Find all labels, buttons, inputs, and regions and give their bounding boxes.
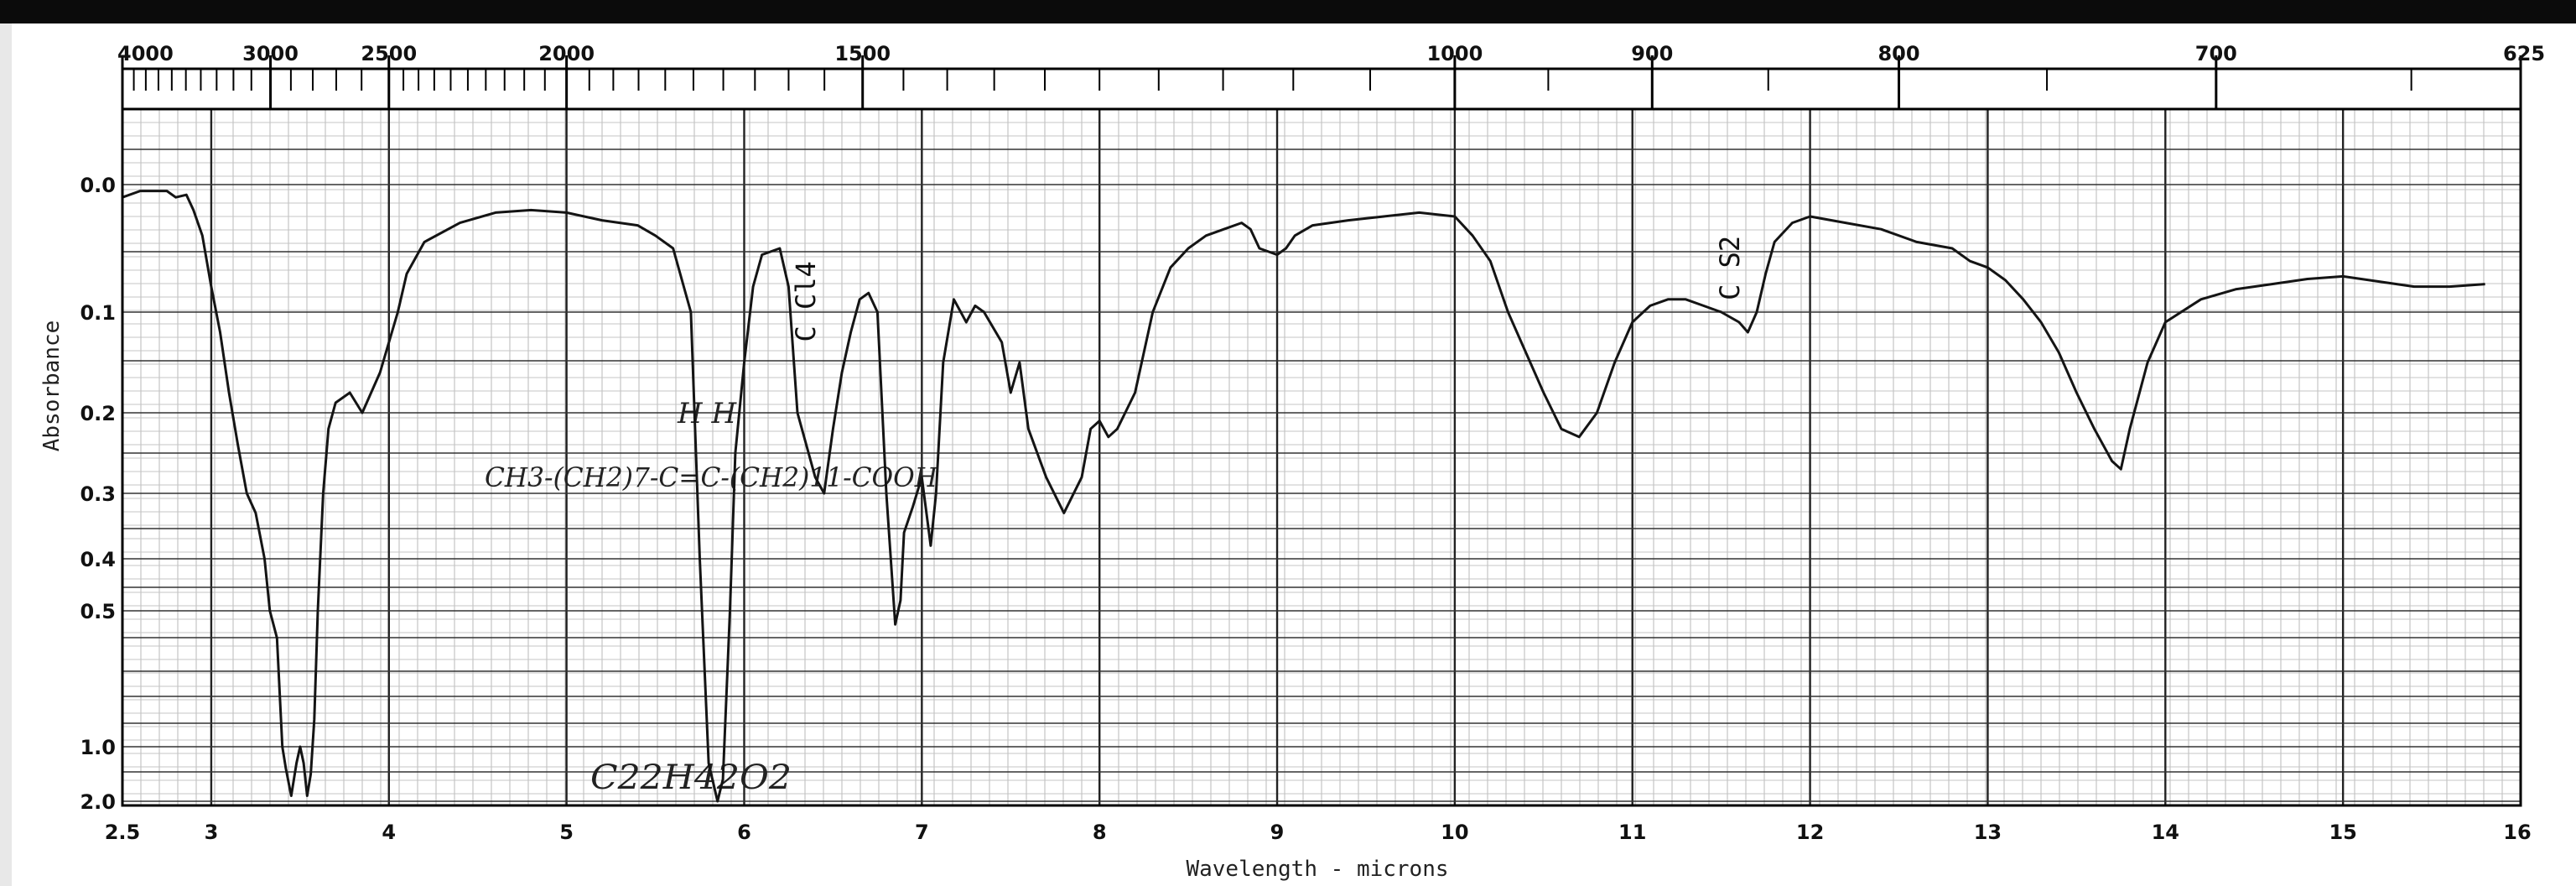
absorbance-tick-label: 0.5 xyxy=(80,600,116,623)
y-axis-title: Absorbance xyxy=(39,321,65,452)
wavelength-tick-label: 12 xyxy=(1796,821,1824,844)
wavenumber-tick-label: 800 xyxy=(1877,42,1919,65)
wavenumber-tick-labels: 4000 3000 2500 2000 1500 1000 900 800 700 625 xyxy=(117,42,2545,65)
absorbance-tick-label: 0.2 xyxy=(80,402,116,425)
left-edge-strip xyxy=(0,23,12,886)
absorbance-tick-label: 0.3 xyxy=(80,482,116,506)
wavelength-tick-label: 14 xyxy=(2152,821,2179,844)
wavelength-tick-label: 7 xyxy=(915,821,929,844)
wavelength-tick-label: 16 xyxy=(2503,821,2531,844)
absorbance-tick-labels: 0.0 0.1 0.2 0.3 0.4 0.5 1.0 2.0 xyxy=(80,174,116,814)
plot-frame xyxy=(121,107,2522,807)
wavelength-tick-label: 9 xyxy=(1270,821,1285,844)
top-black-band xyxy=(0,0,2576,23)
wavenumber-tick-label: 900 xyxy=(1631,42,1673,65)
handwritten-notes: H H CH3-(CH2)7-C=C-(CH2)11-COOH C22H42O2 xyxy=(485,397,938,797)
wavelength-tick-labels: 2.5 3 4 5 6 7 8 9 10 11 12 13 14 15 16 xyxy=(105,821,2532,844)
wavelength-tick-label: 2.5 xyxy=(105,821,141,844)
handwritten-hydrogens: H H xyxy=(677,397,737,430)
wavenumber-tick-label: 625 xyxy=(2503,42,2545,65)
wavenumber-tick-label: 4000 xyxy=(117,42,174,65)
wavelength-tick-label: 5 xyxy=(559,821,574,844)
absorbance-tick-label: 2.0 xyxy=(80,790,116,814)
spectrum-series-line xyxy=(122,190,2485,803)
wavelength-tick-label: 11 xyxy=(1618,821,1646,844)
wavenumber-ruler xyxy=(121,55,2522,111)
wavenumber-tick-label: 1500 xyxy=(834,42,891,65)
wavelength-tick-label: 6 xyxy=(737,821,751,844)
handwritten-structural-formula: CH3-(CH2)7-C=C-(CH2)11-COOH xyxy=(485,461,938,493)
wavelength-tick-label: 13 xyxy=(1974,821,2002,844)
wavelength-tick-label: 3 xyxy=(205,821,219,844)
wavelength-tick-label: 8 xyxy=(1093,821,1107,844)
handwritten-molecular-formula: C22H42O2 xyxy=(590,758,792,797)
solvent-annotations: C Cl4 C S2 xyxy=(790,236,1746,342)
wavenumber-tick-label: 2000 xyxy=(538,42,595,65)
wavenumber-tick-label: 1000 xyxy=(1426,42,1483,65)
x-axis-title: Wavelength - microns xyxy=(1186,857,1448,882)
wavenumber-tick-label: 3000 xyxy=(242,42,299,65)
wavelength-tick-label: 4 xyxy=(382,821,396,844)
absorbance-tick-label: 0.0 xyxy=(80,174,116,197)
absorbance-tick-label: 1.0 xyxy=(80,736,116,759)
absorbance-tick-label: 0.1 xyxy=(80,301,116,325)
solvent-annotation-label: C S2 xyxy=(1714,236,1746,300)
wavenumber-tick-label: 2500 xyxy=(361,42,417,65)
wavelength-tick-label: 10 xyxy=(1441,821,1468,844)
wavenumber-tick-label: 700 xyxy=(2195,42,2237,65)
wavelength-tick-label: 15 xyxy=(2329,821,2356,844)
absorbance-tick-label: 0.4 xyxy=(80,548,116,571)
major-grid xyxy=(122,109,2521,805)
minor-grid xyxy=(122,108,2521,805)
solvent-annotation-label: C Cl4 xyxy=(790,261,822,341)
